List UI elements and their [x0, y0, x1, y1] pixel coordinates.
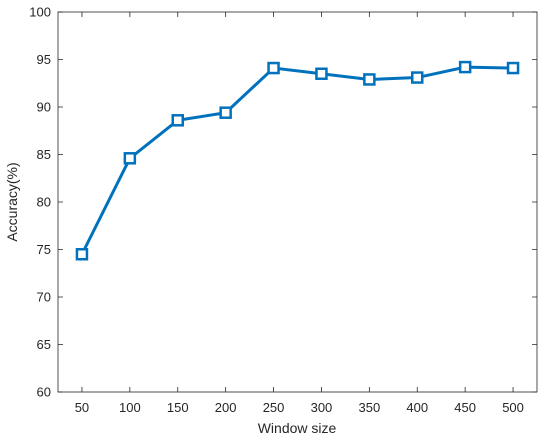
y-tick-label: 80	[37, 195, 51, 210]
data-marker	[171, 114, 184, 127]
x-tick-label: 350	[358, 400, 380, 415]
data-marker	[267, 61, 280, 75]
y-tick-label: 70	[37, 290, 51, 305]
y-tick-label: 75	[37, 242, 51, 257]
data-marker	[411, 71, 424, 84]
data-marker	[315, 67, 328, 80]
x-tick-label: 250	[263, 400, 285, 415]
data-marker	[123, 152, 137, 165]
data-marker	[458, 60, 472, 74]
x-tick-label: 150	[167, 400, 189, 415]
data-marker	[363, 73, 376, 86]
x-tick-label: 200	[215, 400, 237, 415]
x-tick-label: 500	[502, 400, 524, 415]
data-marker	[219, 106, 232, 119]
y-tick-label: 85	[37, 147, 51, 162]
y-tick-label: 95	[37, 52, 51, 67]
x-tick-label: 100	[119, 400, 141, 415]
data-marker	[75, 248, 89, 261]
x-axis-label: Window size	[258, 420, 337, 436]
data-marker	[506, 61, 520, 75]
x-tick-label: 400	[406, 400, 428, 415]
y-axis-label: Accuracy(%)	[4, 162, 20, 241]
data-line	[80, 65, 514, 255]
y-tick-label: 65	[37, 337, 51, 352]
y-tick-label: 90	[37, 100, 51, 115]
x-tick-label: 300	[311, 400, 333, 415]
plot-frame	[57, 11, 538, 393]
y-tick-label: 100	[29, 5, 51, 20]
x-tick-label: 50	[75, 400, 89, 415]
y-tick-label: 60	[37, 385, 51, 400]
x-tick-label: 450	[454, 400, 476, 415]
